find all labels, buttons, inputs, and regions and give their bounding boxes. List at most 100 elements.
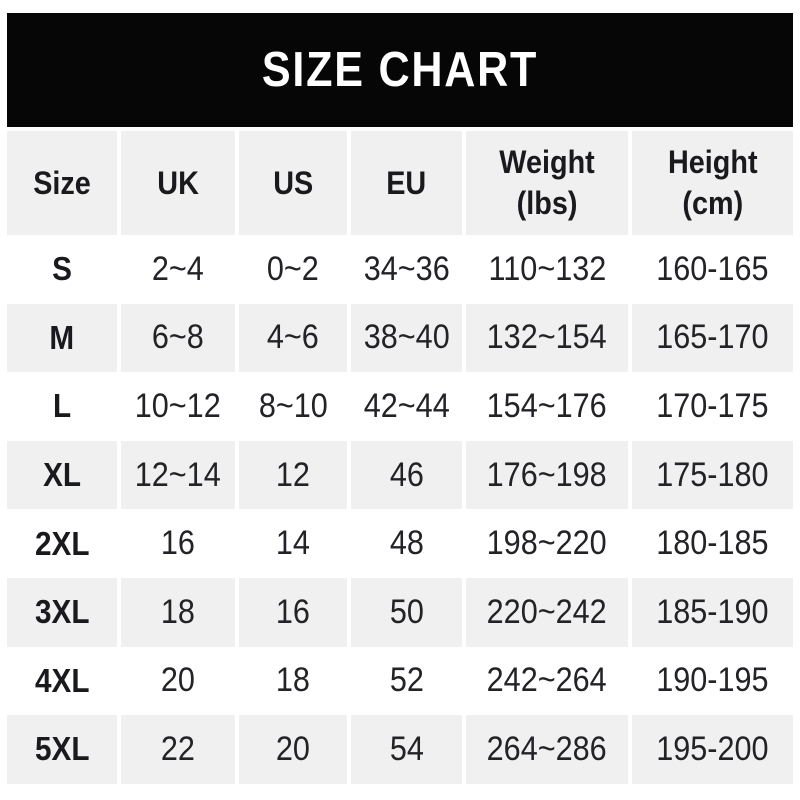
table-cell: 180-185 [632,509,793,578]
table-cell: 198~220 [466,509,628,578]
table-cell: 20 [239,715,347,784]
row-label: 4XL [34,661,90,699]
table-cell: 34~36 [351,235,462,304]
table-cell: 38~40 [351,303,462,373]
cell-text: 170-175 [656,386,769,425]
cell-text: 264~286 [487,729,607,768]
table-cell: 132~154 [466,303,628,373]
table-cell: 16 [121,509,235,578]
table-cell: 154~176 [466,372,628,441]
size-chart-title: SIZE CHART [261,43,539,97]
table-cell: 12~14 [121,440,235,510]
column-header-label: Size [33,164,91,201]
cell-text: 175-180 [656,455,769,494]
table-cell: 48 [351,509,462,578]
cell-text: 34~36 [363,249,450,288]
cell-text: 22 [160,729,196,768]
table-cell: 195-200 [632,715,793,784]
column-header-eu: EU [351,131,462,235]
size-chart-table: Size UK US EU Weight (lbs) Height (cm) S… [7,131,793,784]
cell-text: 20 [275,729,311,768]
table-cell: 20 [121,646,235,716]
cell-text: 4~6 [267,318,319,357]
row-label-cell: 4XL [7,646,117,716]
row-label: XL [43,456,81,494]
table-cell: 242~264 [466,646,628,716]
cell-text: 50 [389,592,424,631]
column-header-unit: (lbs) [516,185,578,221]
cell-text: 180-185 [656,524,769,563]
cell-text: 20 [160,661,196,700]
table-cell: 46 [351,440,462,510]
table-cell: 110~132 [466,235,628,304]
column-header-us: US [239,131,347,235]
row-label: 3XL [34,593,90,631]
column-header-label: Weight (lbs) [499,142,594,223]
cell-text: 12~14 [135,455,221,494]
table-cell: 54 [351,715,462,784]
table-cell: 165-170 [632,303,793,373]
table-cell: 170-175 [632,372,793,441]
row-label-cell: 5XL [7,715,117,784]
column-header-label: US [272,164,313,201]
cell-text: 12 [275,455,311,494]
column-header-main: Height [667,144,758,181]
cell-text: 42~44 [363,386,450,425]
column-header-unit: (cm) [682,185,743,221]
cell-text: 48 [389,524,424,563]
table-cell: 2~4 [121,235,235,304]
table-cell: 16 [239,577,347,647]
table-cell: 50 [351,577,462,647]
row-label: L [52,387,72,425]
cell-text: 242~264 [487,661,607,700]
table-cell: 8~10 [239,372,347,441]
table-cell: 14 [239,509,347,578]
row-label-cell: L [7,372,117,441]
cell-text: 220~242 [487,592,607,631]
table-cell: 220~242 [466,577,628,647]
table-cell: 18 [239,646,347,716]
column-header-label: Height (cm) [668,142,758,223]
table-cell: 22 [121,715,235,784]
column-header-label: EU [386,164,427,201]
row-label: 5XL [34,730,90,768]
cell-text: 16 [160,524,196,563]
cell-text: 154~176 [487,386,607,425]
table-cell: 0~2 [239,235,347,304]
cell-text: 198~220 [487,524,607,563]
row-label: 2XL [34,524,90,562]
cell-text: 46 [389,455,424,494]
table-cell: 190-195 [632,646,793,716]
cell-text: 52 [389,661,424,700]
cell-text: 132~154 [487,318,607,357]
table-cell: 52 [351,646,462,716]
cell-text: 18 [275,661,311,700]
size-chart-banner: SIZE CHART [7,13,793,127]
cell-text: 10~12 [135,386,221,425]
cell-text: 160-165 [656,249,769,288]
cell-text: 110~132 [488,249,606,288]
column-header-uk: UK [121,131,235,235]
row-label-cell: XL [7,440,117,510]
cell-text: 38~40 [363,318,450,357]
cell-text: 6~8 [152,318,204,357]
cell-text: 2~4 [152,249,204,288]
row-label-cell: 3XL [7,577,117,647]
table-cell: 185-190 [632,577,793,647]
row-label-cell: 2XL [7,509,117,578]
column-header-main: Weight [499,144,595,181]
cell-text: 0~2 [267,249,319,288]
row-label-cell: M [7,303,117,373]
cell-text: 8~10 [258,386,328,425]
column-header-height: Height (cm) [632,131,793,235]
table-cell: 175-180 [632,440,793,510]
cell-text: 54 [389,729,424,768]
cell-text: 165-170 [656,318,769,357]
table-cell: 6~8 [121,303,235,373]
table-cell: 160-165 [632,235,793,304]
table-cell: 4~6 [239,303,347,373]
cell-text: 18 [160,592,196,631]
cell-text: 190-195 [656,661,769,700]
table-cell: 42~44 [351,372,462,441]
